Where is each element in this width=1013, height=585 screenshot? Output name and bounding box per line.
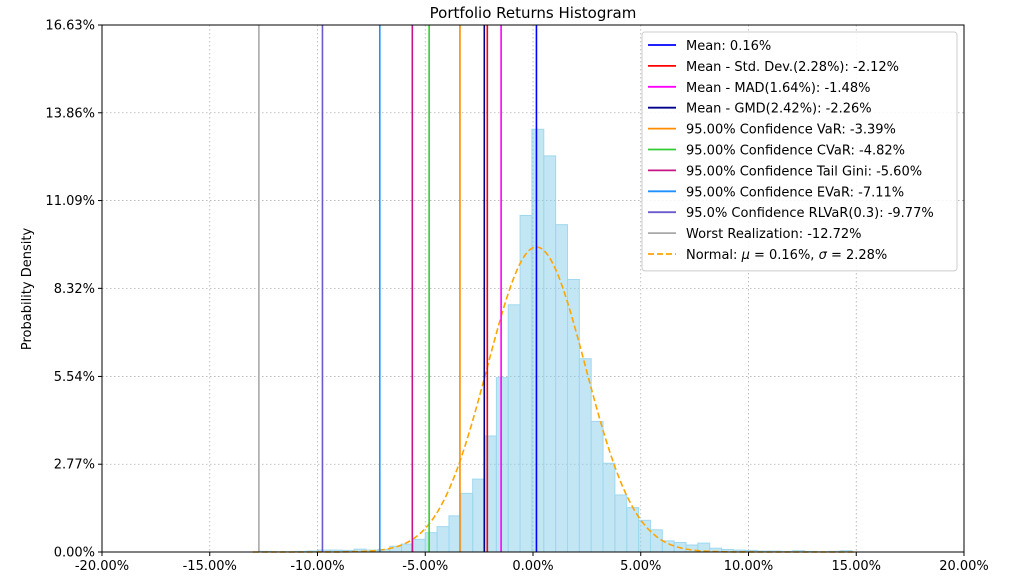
legend-entry: Mean - Std. Dev.(2.28%): -2.12%: [686, 60, 899, 75]
histogram-bar: [578, 358, 592, 553]
histogram-bar: [555, 224, 568, 553]
histogram-bar: [472, 478, 486, 553]
x-tick-label: -20.00%: [75, 559, 129, 574]
legend-entry: 95.00% Confidence EVaR: -7.11%: [686, 185, 904, 200]
y-axis-label: Probability Density: [20, 228, 35, 351]
histogram-bar: [412, 538, 426, 553]
histogram-bar: [507, 304, 521, 553]
y-axis-ticks: 0.00% 2.77% 5.54% 8.32% 11.09% 13.86% 16.63%: [45, 19, 102, 561]
histogram-bar: [519, 214, 533, 553]
histogram-bar: [389, 545, 403, 553]
x-tick-label: -15.00%: [183, 559, 237, 574]
y-tick-label: 0.00%: [54, 546, 95, 561]
histogram-bar: [448, 515, 462, 553]
histogram-bar: [436, 526, 450, 553]
x-axis-ticks: -20.00% -15.00% -10.00% -5.00% 0.00% 5.00% 10.…: [75, 552, 989, 574]
histogram-bar: [460, 492, 474, 553]
legend-entry: Mean: 0.16%: [686, 39, 771, 54]
legend-entry: 95.0% Confidence RLVaR(0.3): -9.77%: [686, 206, 934, 221]
histogram-bar: [602, 462, 616, 553]
histogram-bar: [543, 155, 557, 553]
histogram-bar: [614, 494, 628, 553]
x-tick-label: 10.00%: [724, 559, 774, 574]
histogram-bar: [649, 529, 663, 553]
histogram-bar: [495, 377, 509, 553]
x-tick-label: -10.00%: [290, 559, 344, 574]
chart-title: Portfolio Returns Histogram: [430, 4, 637, 22]
legend-entry: Worst Realization: -12.72%: [686, 227, 862, 242]
statistic-lines: [258, 25, 538, 552]
legend-entry: 95.00% Confidence CVaR: -4.82%: [686, 144, 905, 159]
histogram-bars: [258, 128, 853, 553]
legend-entry: 95.00% Confidence VaR: -3.39%: [686, 123, 896, 138]
x-tick-label: 5.00%: [620, 559, 661, 574]
y-tick-label: 2.77%: [54, 458, 95, 473]
histogram-bar: [484, 435, 497, 553]
x-tick-label: -5.00%: [402, 559, 448, 574]
y-tick-label: 16.63%: [45, 19, 95, 34]
histogram-bar: [661, 540, 675, 553]
y-tick-label: 11.09%: [45, 194, 95, 209]
legend-box: [641, 31, 958, 272]
legend-entry-normal: Normal: μ = 0.16%, σ = 2.28%: [686, 248, 887, 263]
y-tick-label: 5.54%: [54, 370, 95, 385]
y-tick-label: 8.32%: [54, 282, 95, 297]
y-tick-label: 13.86%: [45, 106, 95, 121]
legend-entry: Mean - GMD(2.42%): -2.26%: [686, 102, 872, 117]
legend-entry: 95.00% Confidence Tail Gini: -5.60%: [686, 164, 922, 179]
histogram-bar: [590, 420, 604, 553]
legend: Mean: 0.16% Mean - Std. Dev.(2.28%): -2.1…: [641, 31, 958, 272]
x-tick-label: 0.00%: [512, 559, 553, 574]
x-tick-label: 20.00%: [939, 559, 989, 574]
histogram-bar: [424, 532, 438, 553]
histogram-bar: [531, 128, 545, 553]
x-tick-label: 15.00%: [831, 559, 881, 574]
legend-entry: Mean - MAD(1.64%): -1.48%: [686, 81, 870, 96]
